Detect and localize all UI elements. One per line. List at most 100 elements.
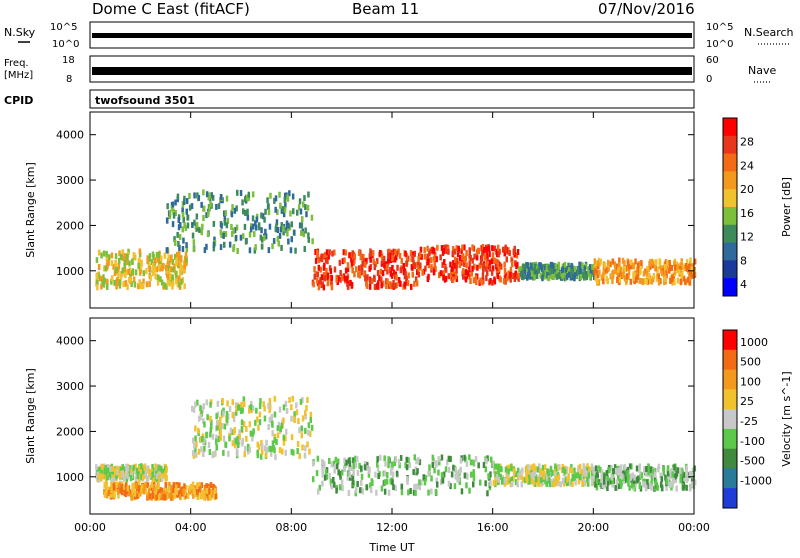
data-cell: [244, 196, 247, 203]
data-cell: [209, 482, 213, 488]
data-cell: [644, 484, 648, 491]
data-cell: [577, 478, 581, 485]
data-cell: [623, 260, 626, 267]
data-cell: [275, 439, 278, 445]
data-cell: [246, 194, 249, 201]
data-cell: [647, 463, 650, 470]
data-cell: [675, 470, 679, 477]
data-cell: [171, 280, 175, 287]
data-cell: [447, 455, 451, 462]
data-cell: [682, 275, 686, 282]
data-cell: [566, 476, 569, 483]
data-cell: [302, 231, 306, 238]
data-cell: [539, 263, 543, 270]
data-cell: [351, 479, 355, 486]
data-cell: [530, 263, 533, 270]
data-cell: [554, 472, 557, 479]
data-cell: [562, 466, 565, 473]
data-cell: [685, 484, 688, 491]
data-cell: [352, 463, 355, 470]
station-title: Dome C East (fitACF): [92, 0, 250, 18]
data-cell: [185, 485, 188, 491]
data-cell: [360, 269, 363, 276]
data-cell: [615, 479, 619, 486]
data-cell: [437, 469, 440, 476]
data-cell: [175, 488, 178, 495]
data-cell: [122, 466, 126, 473]
data-cell: [422, 268, 426, 275]
data-cell: [633, 278, 636, 285]
y-tick-label: 1000: [56, 265, 84, 278]
data-cell: [366, 274, 369, 281]
data-cell: [520, 473, 523, 480]
data-cell: [150, 481, 154, 488]
data-cell: [114, 261, 118, 268]
data-cell: [414, 489, 417, 496]
data-cell: [602, 268, 605, 274]
data-cell: [341, 469, 344, 476]
data-cell: [251, 215, 255, 222]
data-cell: [373, 276, 376, 283]
data-cell: [611, 478, 614, 484]
data-cell: [254, 419, 257, 426]
data-cell: [281, 448, 284, 455]
data-cell: [143, 464, 146, 471]
data-cell: [573, 266, 576, 273]
data-cell: [106, 464, 110, 471]
data-cell: [253, 231, 256, 238]
data-cell: [326, 258, 329, 265]
data-cell: [521, 268, 525, 275]
data-cell: [142, 283, 145, 290]
colorbar-frame: [722, 117, 738, 297]
data-cell: [115, 280, 119, 287]
colorbar-swatch: [723, 260, 737, 279]
data-cell: [273, 411, 277, 418]
data-cell: [565, 273, 569, 280]
data-cell: [437, 456, 440, 463]
data-cell: [530, 267, 533, 274]
data-cell: [165, 268, 169, 275]
data-cell: [619, 471, 622, 478]
data-cell: [96, 471, 100, 478]
data-cell: [391, 255, 394, 262]
data-cell: [613, 261, 617, 268]
data-cell: [120, 253, 123, 260]
data-cell: [489, 278, 492, 284]
colorbar-tick-label: 500: [740, 356, 761, 369]
data-cell: [243, 223, 247, 230]
colorbar-swatch: [723, 330, 737, 351]
data-cell: [205, 191, 209, 198]
data-cell: [329, 268, 333, 275]
data-cell: [266, 197, 269, 204]
data-cell: [578, 261, 581, 268]
data-cell: [449, 261, 452, 268]
data-cell: [170, 494, 173, 501]
data-cell: [526, 262, 529, 269]
data-cell: [290, 404, 293, 411]
data-cell: [502, 246, 505, 253]
data-cell: [443, 244, 446, 251]
data-cell: [152, 254, 155, 260]
data-cell: [296, 441, 300, 447]
data-cell: [177, 253, 181, 260]
data-cell: [548, 481, 551, 488]
data-cell: [98, 473, 101, 480]
data-cell: [161, 468, 164, 475]
data-cell: [375, 489, 378, 496]
data-cell: [260, 227, 263, 234]
data-cell: [335, 487, 338, 494]
data-cell: [174, 253, 177, 260]
data-cell: [254, 224, 258, 231]
data-cell: [533, 465, 536, 472]
data-cell: [179, 264, 183, 271]
data-cell: [514, 471, 518, 478]
data-cell: [664, 474, 667, 481]
data-cell: [468, 273, 471, 280]
data-cell: [646, 265, 649, 272]
data-cell: [554, 466, 557, 473]
data-cell: [307, 232, 310, 239]
data-cell: [199, 405, 202, 412]
data-cell: [444, 264, 447, 270]
data-cell: [223, 215, 227, 222]
